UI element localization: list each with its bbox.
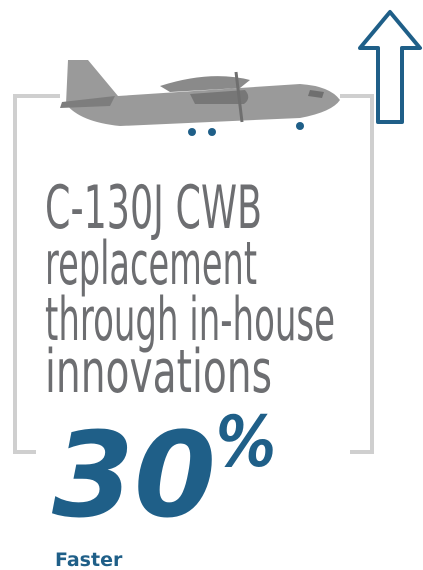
stat-label: Faster — [55, 549, 123, 570]
wheel — [296, 122, 304, 130]
stat-unit: % — [216, 401, 276, 483]
frame-right — [340, 96, 372, 452]
plane — [60, 60, 340, 136]
fuselage — [66, 60, 340, 126]
wheel — [208, 128, 216, 136]
infographic: C-130J CWBreplacementthrough in-houseinn… — [0, 0, 423, 570]
stat-value: 30 — [52, 406, 216, 544]
wheel — [188, 128, 196, 136]
heading-line: innovations — [45, 337, 272, 407]
up-arrow — [360, 12, 420, 122]
